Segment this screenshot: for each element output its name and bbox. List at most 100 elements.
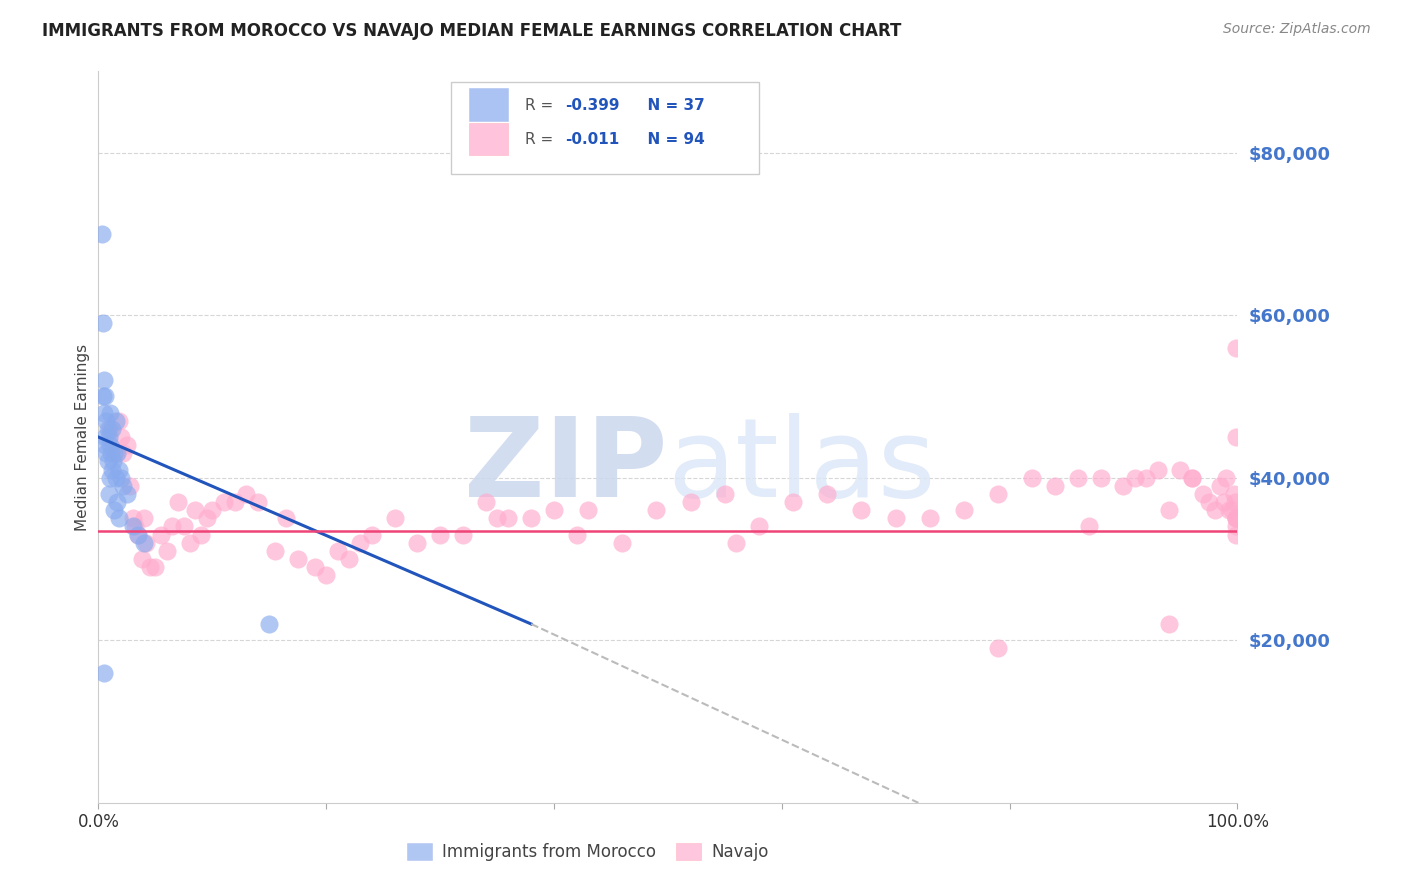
- Point: [1204, 503, 1226, 517]
- Point: [1146, 462, 1168, 476]
- Point: [173, 519, 195, 533]
- Point: [104, 471, 127, 485]
- Point: [987, 641, 1010, 656]
- Point: [145, 560, 167, 574]
- Point: [543, 503, 565, 517]
- Point: [135, 535, 157, 549]
- Point: [93, 373, 115, 387]
- Point: [1215, 471, 1237, 485]
- Point: [212, 495, 235, 509]
- Text: Source: ZipAtlas.com: Source: ZipAtlas.com: [1223, 22, 1371, 37]
- Point: [108, 414, 131, 428]
- Point: [714, 487, 737, 501]
- Point: [94, 438, 117, 452]
- Point: [98, 438, 121, 452]
- Text: R =: R =: [526, 132, 558, 147]
- Point: [105, 495, 128, 509]
- Point: [103, 454, 125, 468]
- Point: [259, 617, 281, 632]
- FancyBboxPatch shape: [468, 88, 509, 121]
- Point: [565, 527, 588, 541]
- Point: [97, 430, 120, 444]
- Point: [1223, 487, 1246, 501]
- Point: [815, 487, 838, 501]
- Text: -0.011: -0.011: [565, 132, 620, 147]
- FancyBboxPatch shape: [451, 82, 759, 174]
- Point: [1181, 471, 1204, 485]
- Point: [115, 487, 138, 501]
- Point: [1209, 479, 1232, 493]
- Point: [1090, 471, 1112, 485]
- Point: [101, 462, 124, 476]
- Point: [360, 527, 382, 541]
- Text: N = 94: N = 94: [637, 132, 704, 147]
- Point: [1225, 511, 1247, 525]
- Text: IMMIGRANTS FROM MOROCCO VS NAVAJO MEDIAN FEMALE EARNINGS CORRELATION CHART: IMMIGRANTS FROM MOROCCO VS NAVAJO MEDIAN…: [42, 22, 901, 40]
- Point: [124, 519, 146, 533]
- Point: [1225, 341, 1247, 355]
- Point: [167, 495, 190, 509]
- Point: [1135, 471, 1157, 485]
- Point: [138, 560, 160, 574]
- Text: -0.399: -0.399: [565, 97, 620, 112]
- Point: [1192, 487, 1215, 501]
- Point: [1123, 471, 1146, 485]
- Point: [520, 511, 543, 525]
- Point: [156, 544, 179, 558]
- Point: [576, 503, 599, 517]
- Point: [315, 568, 337, 582]
- Point: [179, 535, 201, 549]
- Point: [918, 511, 941, 525]
- Point: [195, 511, 218, 525]
- Point: [1157, 503, 1180, 517]
- Point: [101, 422, 124, 436]
- Point: [987, 487, 1010, 501]
- Point: [110, 471, 132, 485]
- Point: [429, 527, 451, 541]
- Point: [1078, 519, 1101, 533]
- Point: [748, 519, 770, 533]
- Point: [96, 454, 118, 468]
- Point: [287, 552, 309, 566]
- Point: [98, 406, 121, 420]
- Point: [1043, 479, 1066, 493]
- Point: [103, 446, 125, 460]
- Point: [1223, 495, 1246, 509]
- Point: [725, 535, 748, 549]
- Point: [1225, 519, 1247, 533]
- Point: [190, 527, 212, 541]
- Point: [104, 414, 127, 428]
- Point: [131, 552, 153, 566]
- Point: [132, 535, 155, 549]
- Point: [1157, 617, 1180, 632]
- Point: [103, 503, 125, 517]
- Point: [264, 544, 287, 558]
- Point: [645, 503, 668, 517]
- Point: [1225, 527, 1247, 541]
- Point: [1112, 479, 1135, 493]
- Point: [326, 544, 349, 558]
- Point: [120, 479, 142, 493]
- Point: [406, 535, 429, 549]
- Point: [612, 535, 634, 549]
- Point: [162, 519, 184, 533]
- Point: [1170, 462, 1192, 476]
- Point: [1225, 511, 1247, 525]
- Point: [1067, 471, 1090, 485]
- Point: [93, 406, 115, 420]
- Text: atlas: atlas: [668, 413, 936, 520]
- Point: [679, 495, 702, 509]
- Point: [224, 495, 246, 509]
- Text: ZIP: ZIP: [464, 413, 668, 520]
- Point: [108, 462, 131, 476]
- Point: [98, 422, 121, 436]
- Point: [235, 487, 257, 501]
- Point: [474, 495, 496, 509]
- Point: [1021, 471, 1043, 485]
- Y-axis label: Median Female Earnings: Median Female Earnings: [75, 343, 90, 531]
- Point: [112, 479, 135, 493]
- Point: [98, 471, 121, 485]
- Point: [112, 446, 135, 460]
- Point: [94, 430, 117, 444]
- Point: [953, 503, 976, 517]
